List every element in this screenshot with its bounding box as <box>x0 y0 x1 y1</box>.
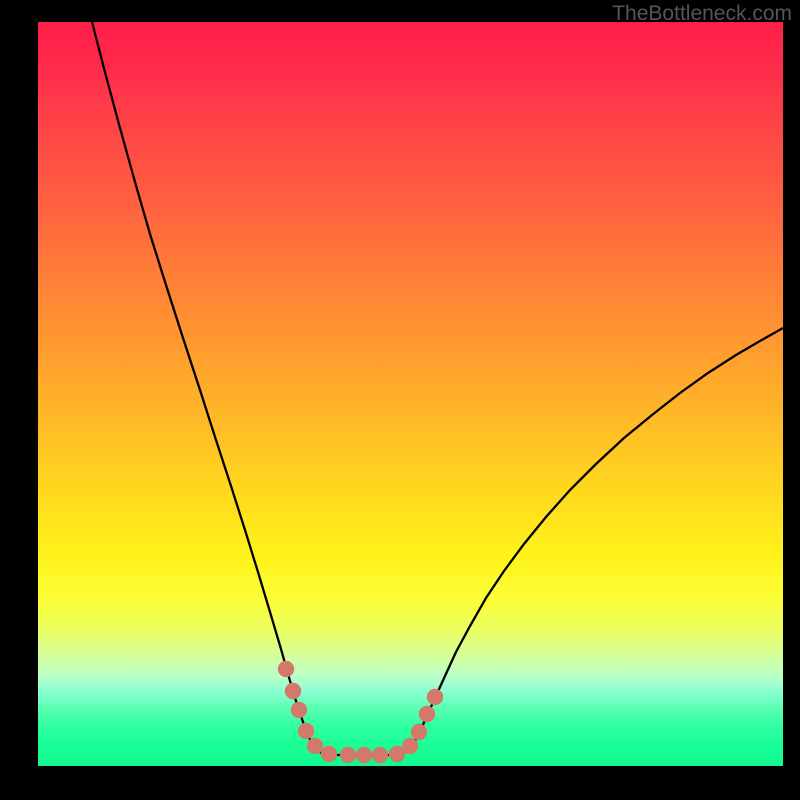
flat-markers-group <box>340 747 388 763</box>
marker-dot <box>291 702 307 718</box>
marker-dot <box>402 738 418 754</box>
bottleneck-chart-svg <box>38 22 783 766</box>
marker-dot <box>321 746 337 762</box>
plot-area <box>38 22 783 766</box>
watermark-text: TheBottleneck.com <box>612 2 792 26</box>
marker-dot <box>298 723 314 739</box>
marker-dot <box>307 738 323 754</box>
marker-dot <box>356 747 372 763</box>
marker-dot <box>285 683 301 699</box>
right-markers-group <box>389 689 443 762</box>
marker-dot <box>419 706 435 722</box>
left-markers-group <box>278 661 337 762</box>
marker-dot <box>340 747 356 763</box>
marker-dot <box>278 661 294 677</box>
right-curve <box>394 328 783 755</box>
left-curve <box>92 22 332 755</box>
marker-dot <box>411 724 427 740</box>
marker-dot <box>372 747 388 763</box>
marker-dot <box>427 689 443 705</box>
